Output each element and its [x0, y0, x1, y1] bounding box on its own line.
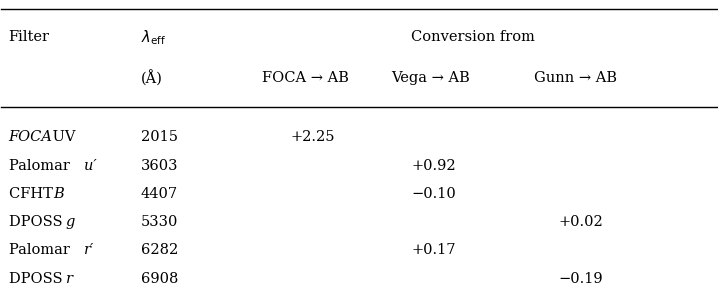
Text: Vega → AB: Vega → AB: [391, 71, 470, 85]
Text: −0.10: −0.10: [411, 187, 457, 201]
Text: B: B: [54, 187, 65, 201]
Text: 3603: 3603: [141, 159, 178, 173]
Text: +2.25: +2.25: [290, 130, 335, 145]
Text: (Å): (Å): [141, 70, 163, 87]
Text: +0.92: +0.92: [412, 159, 457, 173]
Text: −0.19: −0.19: [559, 272, 603, 284]
Text: u′: u′: [83, 159, 96, 173]
Text: 6908: 6908: [141, 272, 178, 284]
Text: r: r: [66, 272, 73, 284]
Text: Filter: Filter: [9, 30, 50, 44]
Text: CFHT: CFHT: [9, 187, 57, 201]
Text: Conversion from: Conversion from: [411, 30, 536, 44]
Text: 2015: 2015: [141, 130, 178, 145]
Text: Palomar: Palomar: [9, 243, 74, 257]
Text: 4407: 4407: [141, 187, 178, 201]
Text: Palomar: Palomar: [9, 159, 74, 173]
Text: FOCA → AB: FOCA → AB: [263, 71, 350, 85]
Text: r′: r′: [83, 243, 94, 257]
Text: 5330: 5330: [141, 215, 178, 229]
Text: +0.17: +0.17: [412, 243, 457, 257]
Text: FOCA: FOCA: [9, 130, 52, 145]
Text: DPOSS: DPOSS: [9, 272, 67, 284]
Text: Gunn → AB: Gunn → AB: [534, 71, 617, 85]
Text: 6282: 6282: [141, 243, 178, 257]
Text: DPOSS: DPOSS: [9, 215, 67, 229]
Text: +0.02: +0.02: [559, 215, 603, 229]
Text: UV: UV: [48, 130, 75, 145]
Text: g: g: [66, 215, 75, 229]
Text: $\lambda_{\rm eff}$: $\lambda_{\rm eff}$: [141, 28, 166, 47]
